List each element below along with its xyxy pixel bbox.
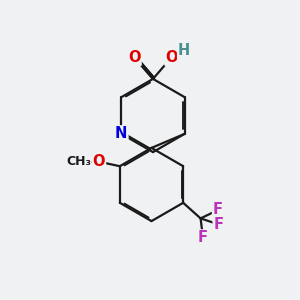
Text: F: F: [214, 217, 224, 232]
Text: O: O: [93, 154, 105, 169]
Text: O: O: [165, 50, 178, 65]
Text: F: F: [198, 230, 208, 245]
Text: CH₃: CH₃: [66, 155, 91, 168]
Text: N: N: [115, 126, 128, 141]
Text: H: H: [178, 43, 190, 58]
Text: F: F: [213, 202, 223, 217]
Text: O: O: [128, 50, 141, 65]
